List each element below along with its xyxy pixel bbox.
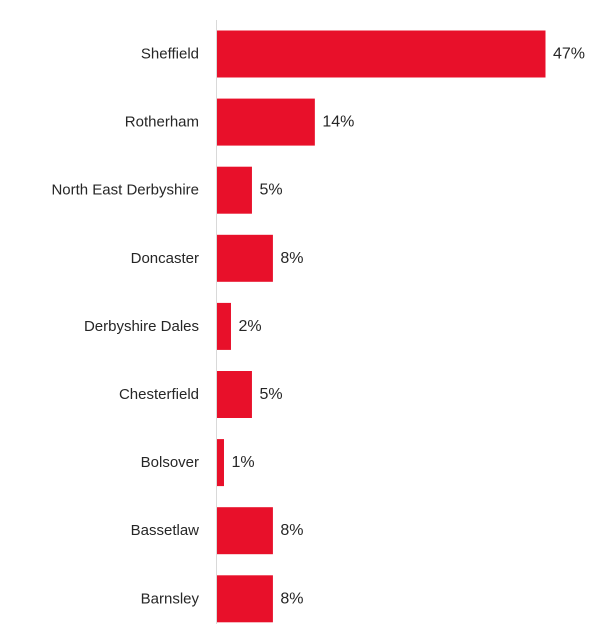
data-label-1: 14% <box>322 114 354 131</box>
bar-7 <box>217 507 273 555</box>
bars-group <box>217 30 546 623</box>
category-label-3: Doncaster <box>131 250 199 267</box>
data-label-7: 8% <box>280 522 303 539</box>
category-label-8: Barnsley <box>141 590 200 607</box>
data-label-5: 5% <box>259 386 282 403</box>
category-label-1: Rotherham <box>125 114 199 131</box>
category-label-5: Chesterfield <box>119 386 199 403</box>
category-label-2: North East Derbyshire <box>51 182 199 199</box>
bar-1 <box>217 98 315 146</box>
data-label-0: 47% <box>553 46 585 63</box>
category-labels-group: Sheffield Rotherham North East Derbyshire D… <box>51 46 199 608</box>
data-label-3: 8% <box>280 250 303 267</box>
data-label-4: 2% <box>238 318 261 335</box>
bar-5 <box>217 371 252 418</box>
bar-2 <box>217 166 252 214</box>
category-label-4: Derbyshire Dales <box>84 318 199 335</box>
data-label-2: 5% <box>259 182 282 199</box>
bar-0 <box>217 30 546 78</box>
bar-8 <box>217 575 273 623</box>
bar-6 <box>217 439 224 487</box>
bar-3 <box>217 234 273 282</box>
data-label-8: 8% <box>280 590 303 607</box>
bar-4 <box>217 302 231 350</box>
category-label-0: Sheffield <box>141 46 199 63</box>
data-label-6: 1% <box>231 454 254 471</box>
category-label-7: Bassetlaw <box>131 522 200 539</box>
data-labels-group: 47% 14% 5% 8% 2% 5% 1% 8% 8% <box>231 46 585 608</box>
category-label-6: Bolsover <box>141 454 199 471</box>
